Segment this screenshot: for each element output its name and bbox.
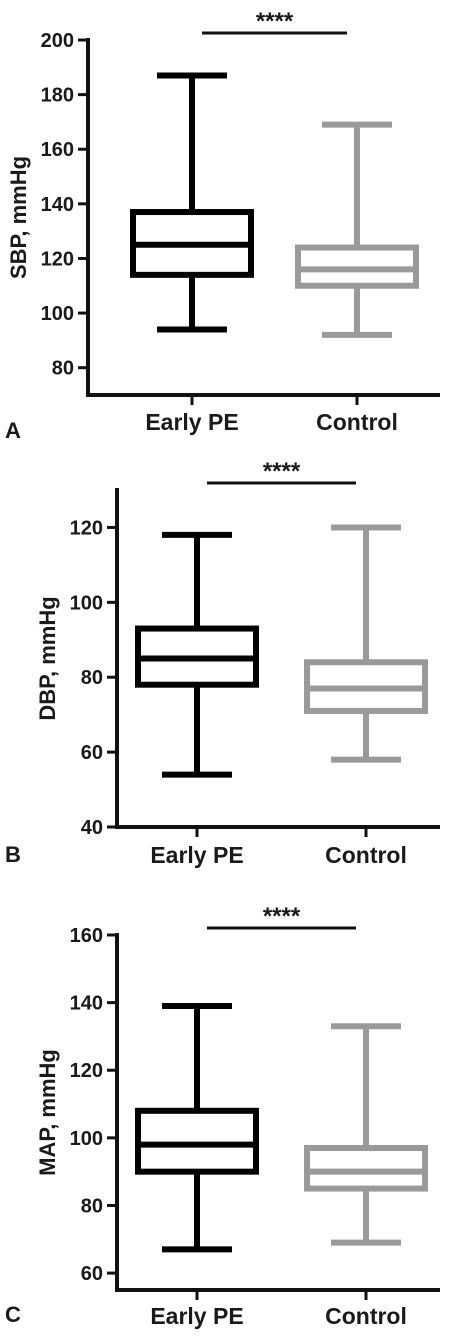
y-tick-label: 100 — [41, 303, 74, 325]
y-tick-label: 200 — [41, 30, 74, 52]
chart-panel-A: 80 100 120 140 160 180 200 SBP, mmHg A Early PE Co… — [5, 8, 440, 443]
significance-label: **** — [256, 8, 294, 35]
panel-letter: B — [5, 842, 21, 867]
significance-label: **** — [263, 458, 301, 485]
y-tick-label: 120 — [70, 517, 103, 539]
box-control — [295, 121, 419, 338]
y-axis-label: DBP, mmHg — [35, 596, 60, 720]
y-tick-label: 160 — [41, 139, 74, 161]
category-label: Early PE — [150, 842, 243, 868]
category-label: Early PE — [150, 1303, 243, 1329]
panel-letter: C — [5, 1302, 21, 1327]
panel-letter: A — [5, 418, 21, 443]
y-axis-label: MAP, mmHg — [35, 1049, 60, 1176]
category-label: Early PE — [145, 409, 238, 435]
iqr-box — [135, 1107, 259, 1175]
y-tick-label: 60 — [81, 742, 103, 764]
significance-label: **** — [263, 903, 301, 930]
y-tick-label: 140 — [70, 993, 103, 1015]
y-tick-label: 80 — [81, 1195, 103, 1217]
box-early-pe — [135, 531, 259, 778]
box-early-pe — [135, 1003, 259, 1253]
y-tick-label: 120 — [70, 1060, 103, 1082]
box-early-pe — [130, 72, 254, 333]
y-tick-label: 60 — [81, 1263, 103, 1285]
y-tick-label: 140 — [41, 194, 74, 216]
y-tick-label: 80 — [81, 667, 103, 689]
category-label: Control — [316, 409, 398, 435]
chart-panel-B: 40 60 80 100 120 DBP, mmHg B Early PE Control ***… — [5, 458, 440, 868]
y-axis-label: SBP, mmHg — [6, 156, 31, 279]
iqr-box — [304, 1145, 428, 1192]
y-tick-label: 100 — [70, 592, 103, 614]
chart-panel-C: 60 80 100 120 140 160 MAP, mmHg C Early PE Contro… — [5, 903, 440, 1329]
y-tick-label: 160 — [70, 925, 103, 947]
y-tick-label: 120 — [41, 248, 74, 270]
box-control — [304, 524, 428, 763]
category-label: Control — [325, 842, 407, 868]
y-tick-label: 100 — [70, 1128, 103, 1150]
y-tick-label: 40 — [81, 817, 103, 839]
y-tick-label: 180 — [41, 85, 74, 107]
y-tick-label: 80 — [52, 358, 74, 380]
box-control — [304, 1023, 428, 1246]
category-label: Control — [325, 1303, 407, 1329]
